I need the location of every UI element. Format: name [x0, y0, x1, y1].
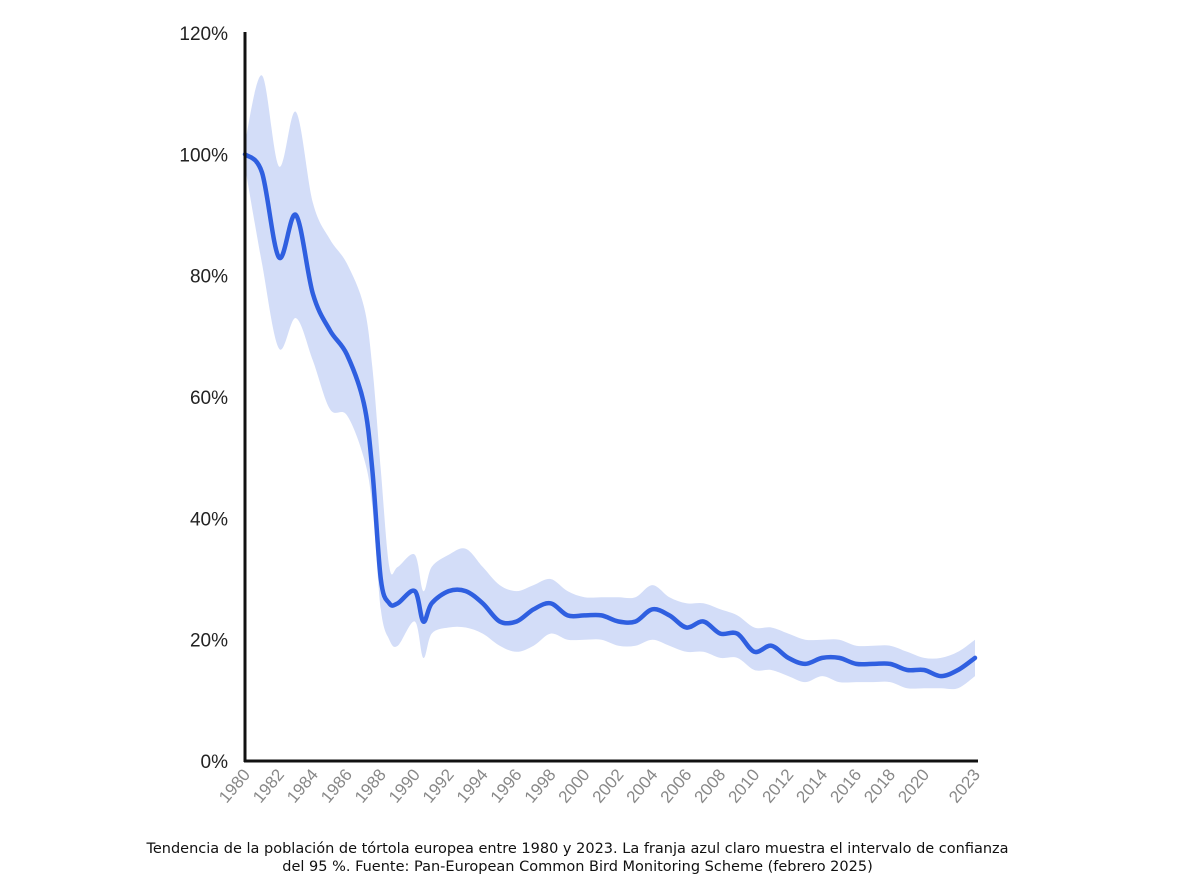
x-tick-label: 2010: [724, 765, 763, 806]
x-tick-label: 1986: [317, 765, 356, 806]
x-tick-label: 1984: [283, 765, 322, 806]
x-tick-label: 2004: [623, 765, 662, 806]
y-tick-label: 40%: [190, 509, 228, 530]
caption-line-2: del 95 %. Fuente: Pan-European Common Bi…: [282, 859, 873, 875]
confidence-interval-band: [245, 75, 975, 690]
caption-line-1: Tendencia de la población de tórtola eur…: [146, 841, 1009, 857]
y-tick-label: 100%: [179, 145, 228, 166]
chart: 0% 20% 40% 60% 80% 100% 120% 19801982198419861…: [179, 24, 984, 807]
x-tick-label: 2020: [894, 765, 933, 806]
chart-caption: Tendencia de la población de tórtola eur…: [100, 840, 1055, 876]
x-tick-label: 1988: [351, 765, 390, 806]
x-tick-label: 1982: [249, 765, 288, 806]
x-tick-label: 2016: [826, 765, 865, 806]
x-tick-label: 1998: [521, 765, 560, 806]
y-tick-label: 20%: [190, 631, 228, 652]
trend-line: [242, 152, 978, 679]
y-tick-label: 60%: [190, 388, 228, 409]
x-tick-label: 2012: [758, 765, 797, 806]
x-tick-label: 2002: [589, 765, 628, 806]
x-tick-label: 2018: [860, 765, 899, 806]
x-tick-label: 1996: [487, 765, 526, 806]
x-tick-label: 2023: [945, 765, 984, 806]
x-tick-label: 2006: [657, 765, 696, 806]
y-tick-label: 80%: [190, 267, 228, 288]
x-tick-label: 2000: [555, 765, 594, 806]
x-tick-label: 2008: [690, 765, 729, 806]
y-tick-label: 120%: [179, 24, 228, 45]
x-tick-label: 1990: [385, 765, 424, 806]
y-axis-ticks: 0% 20% 40% 60% 80% 100% 120%: [179, 24, 228, 773]
x-tick-label: 1994: [453, 765, 492, 806]
x-tick-label: 2014: [792, 765, 831, 806]
y-tick-label: 0%: [201, 752, 229, 773]
x-tick-label: 1992: [419, 765, 458, 806]
x-axis-ticks: 1980198219841986198819901992199419961998…: [215, 765, 984, 806]
